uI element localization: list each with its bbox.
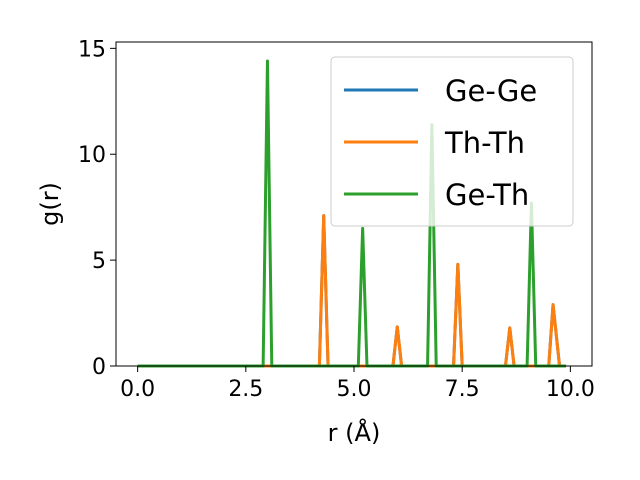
y-tick-label: 0: [92, 355, 106, 380]
x-tick-label: 2.5: [228, 377, 263, 402]
y-tick-label: 10: [78, 143, 106, 168]
y-tick-label: 5: [92, 249, 106, 274]
legend: Ge-Ge Th-Th Ge-Th: [330, 56, 574, 227]
y-axis-label: g(r): [36, 182, 64, 226]
x-tick-label: 5.0: [337, 377, 372, 402]
ticks-layer: 0.0 2.5 5.0 7.5 10.0 0 5 10 15: [78, 37, 595, 402]
x-axis-label: r (Å): [328, 418, 381, 447]
series-line-1: [137, 214, 567, 368]
legend-label-2: Ge-Th: [445, 178, 529, 212]
y-tick-label: 15: [78, 37, 106, 62]
legend-label-1: Th-Th: [444, 126, 525, 160]
legend-label-0: Ge-Ge: [445, 74, 537, 108]
x-tick-label: 10.0: [546, 377, 595, 402]
legend-box: [330, 56, 574, 227]
x-tick-label: 7.5: [445, 377, 480, 402]
x-tick-label: 0.0: [120, 377, 155, 402]
